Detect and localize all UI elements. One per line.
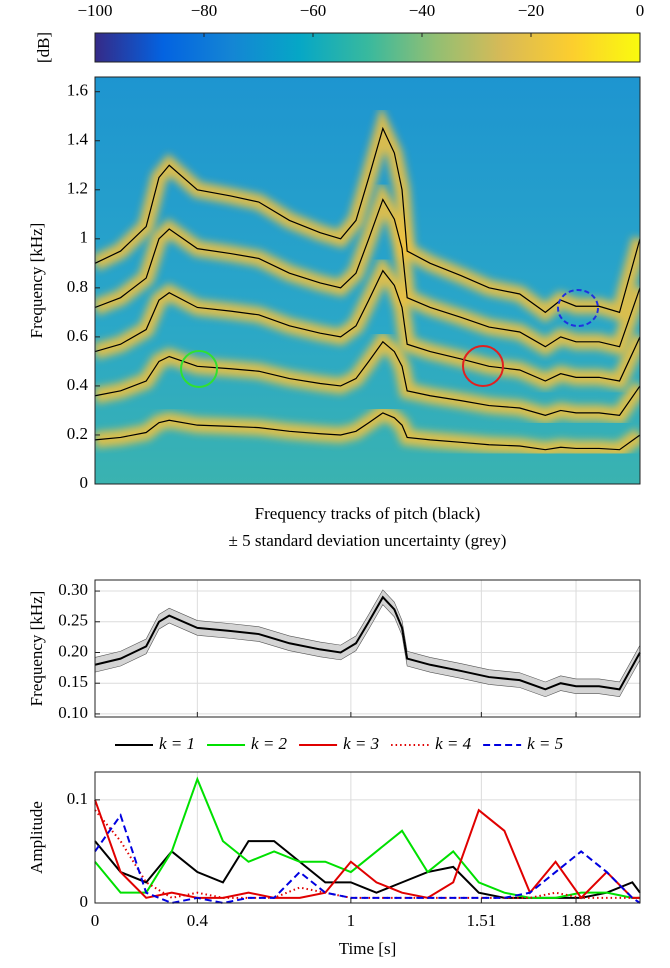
- y-tick-label: 0.15: [58, 672, 88, 691]
- colorbar-tick-label: −20: [518, 1, 545, 20]
- y-tick-label: 1.6: [67, 81, 88, 100]
- legend-label: k = 1: [159, 734, 195, 753]
- caption: ± 5 standard deviation uncertainty (grey…: [229, 531, 507, 550]
- line: [94, 799, 640, 900]
- x-tick-label: 1.51: [466, 911, 496, 930]
- y-axis-label: Frequency [kHz]: [27, 591, 46, 707]
- y-tick-label: 0: [80, 892, 89, 911]
- colorbar-label: [dB]: [34, 32, 53, 63]
- line: [94, 840, 641, 899]
- harmonic-track: [95, 340, 640, 416]
- y-axis-label: Amplitude: [27, 801, 46, 874]
- chart: 0.10 0.15 0.20 0.25 0.30 Frequency [kHz] Frequ…: [27, 504, 641, 722]
- plot-frame: [94, 771, 641, 904]
- y-tick-label: 0.20: [58, 641, 88, 660]
- plot-frame: [94, 76, 641, 485]
- chart: 0 0.1 0 0.4 1 1.51 1.88 Amplitude Time [s] k = 1 k…: [27, 734, 641, 958]
- colorbar-tick-label: −40: [409, 1, 436, 20]
- y-tick-label: 0: [80, 473, 89, 492]
- annotation-circle: [557, 289, 599, 327]
- harmonic-track: [95, 412, 640, 451]
- plot-frame: [94, 579, 641, 718]
- y-tick-label: 0.1: [67, 789, 88, 808]
- colorbar-tick-label: −60: [300, 1, 327, 20]
- y-tick-label: 1.4: [67, 130, 89, 149]
- line: [94, 776, 640, 899]
- harmonic-track: [95, 269, 640, 382]
- y-tick-label: 0.6: [67, 326, 88, 345]
- legend-label: k = 3: [343, 734, 379, 753]
- x-axis-label: Time [s]: [339, 939, 396, 958]
- y-tick-label: 0.2: [67, 424, 88, 443]
- annotations: [180, 289, 599, 388]
- colorbar-tick-label: −100: [77, 1, 112, 20]
- harmonic-track: [95, 198, 640, 348]
- y-tick-label: 0.25: [58, 611, 88, 630]
- line: [94, 813, 641, 905]
- line: [94, 809, 640, 899]
- legend-label: k = 5: [527, 734, 563, 753]
- x-tick-label: 1.88: [561, 911, 591, 930]
- legend-label: k = 2: [251, 734, 288, 753]
- annotation-circle: [180, 350, 218, 388]
- y-tick-label: 1.2: [67, 179, 88, 198]
- harmonic-track: [95, 126, 640, 314]
- x-tick-label: 0: [91, 911, 100, 930]
- annotation-circle: [462, 345, 504, 387]
- colorbar-tick-label: −80: [191, 1, 218, 20]
- y-tick-label: 0.10: [58, 703, 88, 722]
- y-tick-label: 0.30: [58, 580, 88, 599]
- colorbar-tick-label: 0: [636, 1, 645, 20]
- y-tick-label: 0.4: [67, 375, 89, 394]
- y-tick-label: 0.8: [67, 277, 88, 296]
- line: [94, 595, 641, 691]
- x-tick-label: 0.4: [187, 911, 209, 930]
- uncertainty-band: [94, 589, 641, 698]
- colorbar: [94, 32, 641, 63]
- x-tick-label: 1: [347, 911, 356, 930]
- y-tick-label: 1: [80, 228, 89, 247]
- caption: Frequency tracks of pitch (black): [255, 504, 481, 523]
- legend-label: k = 4: [435, 734, 472, 753]
- y-axis-label: Frequency [kHz]: [27, 223, 46, 339]
- chart: 0 0.2 0.4 0.6 0.8 1 1.2 1.4 1.6 Frequency [kHz] −1…: [27, 1, 644, 492]
